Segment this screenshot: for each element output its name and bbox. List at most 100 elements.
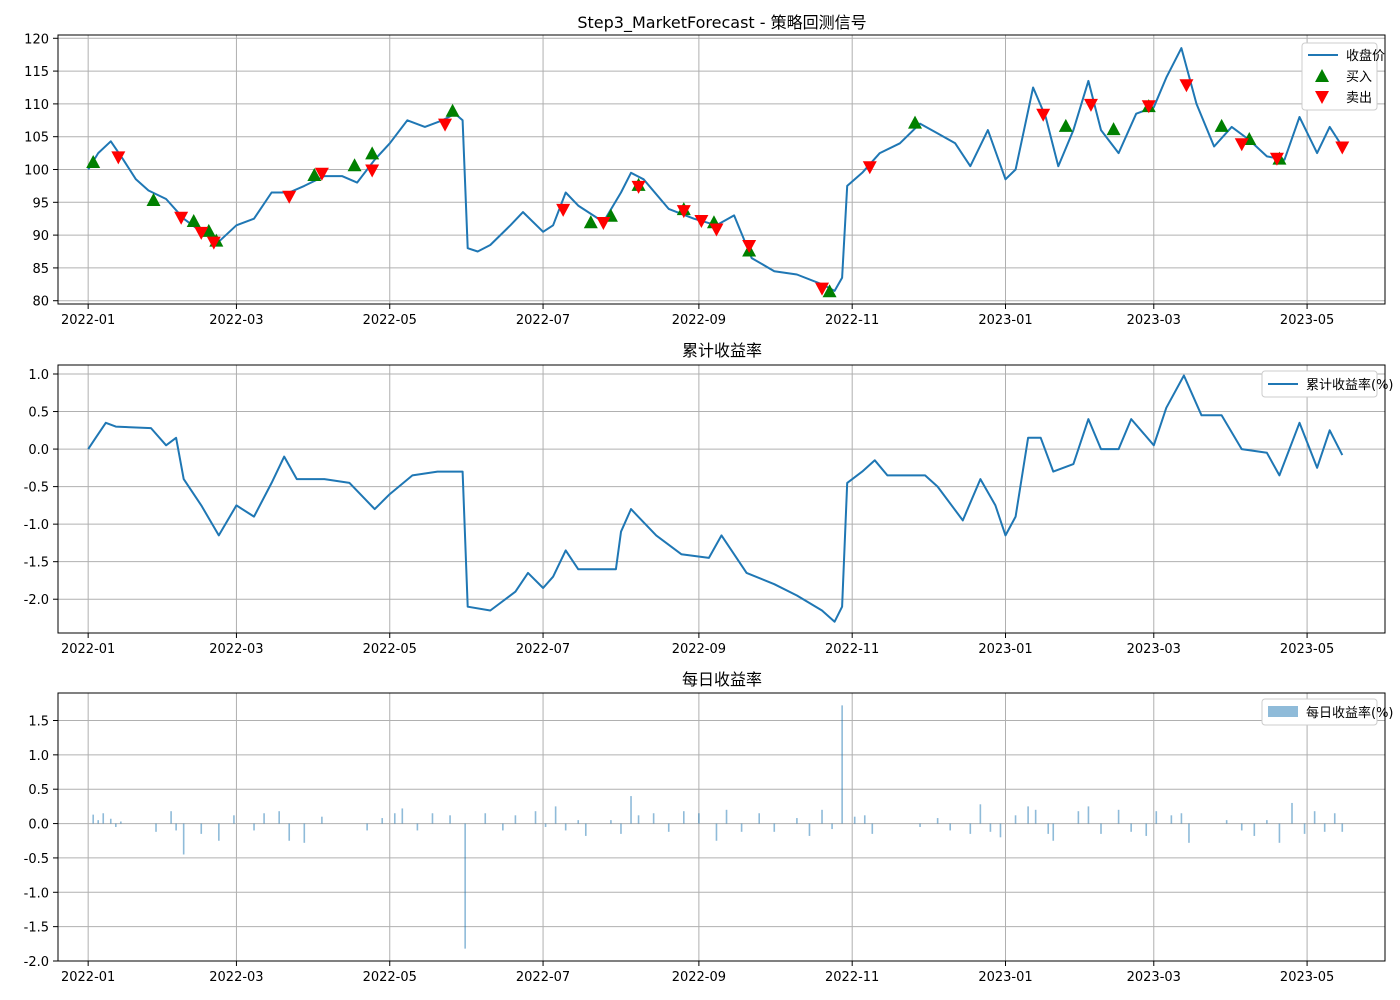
y-tick-label: -2.0 bbox=[24, 955, 49, 970]
daily-return-bar bbox=[1034, 809, 1037, 824]
sell-signal-marker bbox=[556, 203, 571, 217]
cumulative-legend: 累计收益率(%) bbox=[1261, 370, 1394, 398]
daily-return-bar bbox=[393, 813, 396, 824]
daily-return-bar bbox=[1180, 813, 1183, 824]
daily-return-bar bbox=[416, 823, 419, 831]
legend-label-sell: 卖出 bbox=[1346, 91, 1372, 106]
daily-return-bar bbox=[120, 821, 122, 824]
x-tick-label: 2022-11 bbox=[825, 970, 879, 985]
x-tick-label: 2023-01 bbox=[978, 642, 1032, 657]
legend-sell-marker bbox=[1315, 91, 1329, 104]
buy-signal-marker bbox=[365, 146, 380, 160]
buy-signal-marker bbox=[201, 223, 216, 237]
buy-signal-marker bbox=[186, 213, 201, 227]
daily-return-bar bbox=[554, 806, 557, 824]
daily-return-bar bbox=[630, 796, 632, 824]
buy-signal-marker bbox=[908, 115, 923, 129]
daily-marks bbox=[92, 705, 1344, 949]
sell-signal-marker bbox=[742, 239, 757, 253]
sell-signal-marker bbox=[862, 161, 877, 175]
x-tick-label: 2022-11 bbox=[825, 313, 879, 328]
cumulative-grid bbox=[58, 365, 1385, 633]
y-tick-label: 105 bbox=[24, 131, 49, 146]
y-tick-label: 90 bbox=[32, 229, 49, 244]
daily-return-bar bbox=[514, 815, 517, 824]
y-tick-label: 85 bbox=[32, 262, 49, 277]
y-tick-label: 80 bbox=[32, 295, 49, 310]
sell-signal-marker bbox=[438, 118, 453, 132]
sell-signal-marker bbox=[676, 205, 691, 219]
x-tick-label: 2022-09 bbox=[672, 642, 726, 657]
daily-return-bar bbox=[1341, 823, 1344, 832]
cumulative-marks bbox=[87, 374, 1344, 623]
daily-return-bar bbox=[321, 816, 323, 824]
daily-return-bar bbox=[999, 823, 1002, 838]
x-tick-label: 2022-09 bbox=[672, 970, 726, 985]
daily-return-bar bbox=[1100, 823, 1102, 834]
daily-return-bar bbox=[1077, 811, 1080, 824]
daily-return-bar bbox=[808, 823, 811, 836]
sell-signal-marker bbox=[1036, 108, 1051, 122]
daily-return-bar bbox=[796, 818, 798, 824]
sell-signal-marker bbox=[1179, 79, 1194, 93]
daily-return-bar bbox=[381, 818, 384, 824]
daily-return-bar bbox=[484, 813, 487, 824]
legend-buy-marker bbox=[1315, 69, 1329, 82]
daily-return-bar bbox=[288, 823, 291, 841]
x-tick-label: 2022-07 bbox=[516, 313, 570, 328]
daily-return-bar bbox=[1253, 823, 1256, 836]
daily-return-bar bbox=[1225, 820, 1228, 824]
cumulative-tick-labels: 2022-01 2022-03 2022-05 2022-07 2022-09 2022-… bbox=[24, 368, 1335, 657]
daily-return-bar bbox=[773, 823, 776, 832]
daily-return-bar bbox=[1087, 806, 1090, 824]
daily-return-bar bbox=[652, 813, 655, 824]
x-tick-label: 2022-05 bbox=[363, 313, 417, 328]
x-tick-label: 2022-01 bbox=[61, 313, 115, 328]
daily-return-bar bbox=[155, 823, 157, 832]
daily-return-bar bbox=[1303, 823, 1306, 834]
y-tick-label: -0.5 bbox=[24, 852, 49, 867]
daily-return-bar bbox=[610, 820, 612, 824]
x-tick-label: 2022-07 bbox=[516, 642, 570, 657]
daily-return-bar bbox=[821, 809, 823, 824]
x-tick-label: 2022-09 bbox=[672, 313, 726, 328]
daily-return-bar bbox=[97, 820, 100, 824]
daily-return-bar bbox=[1047, 823, 1050, 834]
y-tick-label: -0.5 bbox=[24, 481, 49, 496]
daily-return-bar bbox=[1323, 823, 1326, 832]
daily-return-bar bbox=[401, 808, 404, 824]
daily-return-bar bbox=[366, 823, 368, 831]
sell-signal-marker bbox=[815, 282, 830, 296]
daily-return-bar bbox=[1170, 815, 1173, 824]
cumulative-axes-frame bbox=[57, 364, 1386, 634]
daily-return-bar bbox=[109, 818, 112, 824]
daily-return-bar bbox=[564, 823, 567, 831]
buy-signal-marker bbox=[583, 215, 598, 229]
daily-return-bar bbox=[1014, 815, 1017, 824]
daily-return-bar bbox=[1130, 823, 1132, 832]
daily-return-bar bbox=[218, 823, 220, 841]
y-tick-label: 0.5 bbox=[28, 406, 49, 421]
x-tick-label: 2022-07 bbox=[516, 970, 570, 985]
daily-return-bar bbox=[170, 811, 172, 824]
legend-label-buy: 买入 bbox=[1346, 70, 1372, 85]
x-tick-label: 2023-03 bbox=[1127, 313, 1181, 328]
legend-bar-swatch bbox=[1268, 706, 1298, 717]
daily-return-bar bbox=[584, 823, 587, 836]
x-tick-label: 2023-05 bbox=[1280, 642, 1334, 657]
y-tick-label: 0.5 bbox=[28, 783, 49, 798]
x-tick-label: 2022-03 bbox=[209, 970, 263, 985]
daily-return-bar bbox=[863, 815, 866, 824]
sell-signal-marker bbox=[694, 215, 709, 229]
price-grid bbox=[58, 35, 1385, 304]
daily-return-bar bbox=[841, 705, 843, 824]
legend-label-close: 收盘价 bbox=[1346, 48, 1385, 64]
y-tick-label: 120 bbox=[24, 32, 49, 47]
daily-axes-frame bbox=[57, 692, 1386, 962]
daily-return-bar bbox=[175, 823, 177, 831]
daily-return-bar bbox=[1155, 811, 1158, 824]
daily-return-bar bbox=[534, 811, 537, 824]
y-tick-label: -1.5 bbox=[24, 921, 49, 936]
sell-signal-marker bbox=[1269, 152, 1284, 166]
